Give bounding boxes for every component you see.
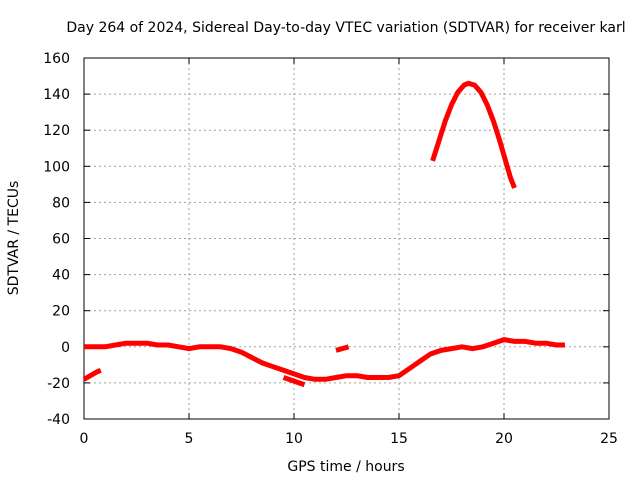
y-tick-label: 160 (43, 51, 70, 67)
x-tick-label: 15 (390, 431, 408, 447)
chart-title: Day 264 of 2024, Sidereal Day-to-day VTE… (66, 20, 625, 36)
y-tick-label: 100 (43, 159, 70, 175)
y-tick-label: 40 (52, 268, 70, 284)
y-axis-label: SDTVAR / TECUs (6, 181, 22, 296)
y-tick-label: 140 (43, 87, 70, 103)
grid-layer (84, 58, 609, 419)
y-tick-label: -20 (47, 376, 70, 392)
series-line-segment-1 (82, 368, 102, 382)
series-line-segment-2 (84, 337, 565, 382)
x-tick-label: 10 (285, 431, 303, 447)
y-tick-label: 0 (61, 340, 70, 356)
x-tick-label: 20 (495, 431, 513, 447)
series-line-segment-4 (335, 344, 350, 353)
y-tick-label: 120 (43, 123, 70, 139)
series-layer (82, 80, 565, 388)
y-tick-label: 60 (52, 232, 70, 248)
x-tick-label: 0 (80, 431, 89, 447)
y-tick-label: -40 (47, 412, 70, 428)
series-line-segment-3 (282, 375, 306, 388)
x-tick-label: 5 (185, 431, 194, 447)
y-tick-label: 80 (52, 195, 70, 211)
y-tick-label: 20 (52, 304, 70, 320)
tick-layer: 0 5 10 15 20 25 -40 -20 0 20 40 60 80 100 120 140 160 (43, 51, 618, 447)
x-tick-label: 25 (600, 431, 618, 447)
series-line-segment-5 (430, 80, 517, 189)
x-axis-label: GPS time / hours (287, 459, 404, 475)
